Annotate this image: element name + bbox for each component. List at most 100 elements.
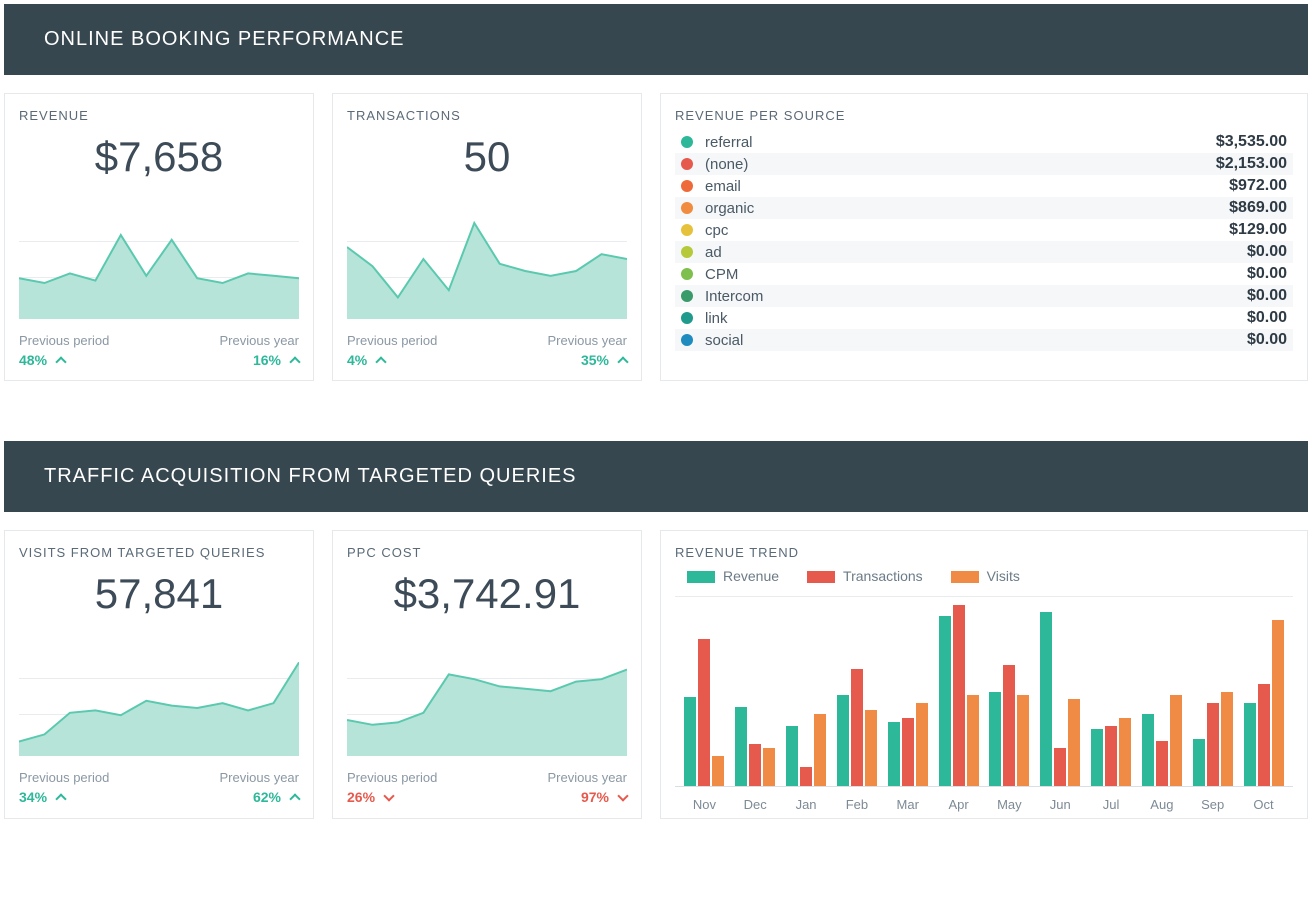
source-label: (none) bbox=[705, 156, 1216, 173]
bar-visits bbox=[1017, 695, 1029, 786]
card-title: REVENUE bbox=[19, 108, 299, 123]
source-label: cpc bbox=[705, 222, 1229, 239]
bar-visits bbox=[1221, 692, 1233, 787]
source-row: referral$3,535.00 bbox=[675, 131, 1293, 153]
source-row: organic$869.00 bbox=[675, 197, 1293, 219]
card-title: REVENUE PER SOURCE bbox=[675, 108, 1293, 123]
revenue-sparkline bbox=[19, 199, 299, 319]
bar-transactions bbox=[749, 744, 761, 786]
source-amount: $972.00 bbox=[1229, 177, 1287, 195]
source-row: social$0.00 bbox=[675, 329, 1293, 351]
source-label: social bbox=[705, 332, 1247, 349]
bar-transactions bbox=[698, 639, 710, 786]
chevron-up-icon bbox=[289, 793, 300, 804]
card-revenue-per-source: REVENUE PER SOURCE referral$3,535.00(non… bbox=[660, 93, 1308, 381]
bar-group bbox=[679, 597, 730, 786]
bar-transactions bbox=[1105, 726, 1117, 786]
source-row: CPM$0.00 bbox=[675, 263, 1293, 285]
card-title: PPC COST bbox=[347, 545, 627, 560]
bar-visits bbox=[967, 695, 979, 786]
card-transactions: TRANSACTIONS 50 Previous period 4% Previ… bbox=[332, 93, 642, 381]
source-amount: $2,153.00 bbox=[1216, 155, 1287, 173]
source-label: organic bbox=[705, 200, 1229, 217]
card-title: VISITS FROM TARGETED QUERIES bbox=[19, 545, 299, 560]
source-label: referral bbox=[705, 134, 1216, 151]
source-label: email bbox=[705, 178, 1229, 195]
bar-group bbox=[1187, 597, 1238, 786]
chevron-up-icon bbox=[376, 356, 387, 367]
bar-transactions bbox=[800, 767, 812, 786]
card-visits: VISITS FROM TARGETED QUERIES 57,841 Prev… bbox=[4, 530, 314, 819]
bar-revenue bbox=[939, 616, 951, 786]
source-dot-icon bbox=[681, 268, 693, 280]
bar-visits bbox=[916, 703, 928, 786]
transactions-value: 50 bbox=[347, 133, 627, 181]
source-amount: $0.00 bbox=[1247, 331, 1287, 349]
x-tick: Apr bbox=[933, 797, 984, 812]
prev-period-label: Previous period bbox=[347, 770, 481, 785]
bar-visits bbox=[1068, 699, 1080, 786]
ppc-value: $3,742.91 bbox=[347, 570, 627, 618]
bar-revenue bbox=[1193, 739, 1205, 786]
card-title: TRANSACTIONS bbox=[347, 108, 627, 123]
bar-transactions bbox=[1258, 684, 1270, 786]
bar-transactions bbox=[1207, 703, 1219, 786]
source-row: ad$0.00 bbox=[675, 241, 1293, 263]
source-amount: $129.00 bbox=[1229, 221, 1287, 239]
x-tick: May bbox=[984, 797, 1035, 812]
x-tick: Sep bbox=[1187, 797, 1238, 812]
prev-year-label: Previous year bbox=[493, 333, 627, 348]
source-dot-icon bbox=[681, 290, 693, 302]
bar-revenue bbox=[1142, 714, 1154, 786]
bar-revenue bbox=[989, 692, 1001, 787]
source-dot-icon bbox=[681, 202, 693, 214]
bar-chart bbox=[675, 596, 1293, 786]
source-amount: $0.00 bbox=[1247, 265, 1287, 283]
prev-year-label: Previous year bbox=[493, 770, 627, 785]
prev-period-value: 48% bbox=[19, 352, 65, 368]
card-title: REVENUE TREND bbox=[675, 545, 1293, 560]
prev-year-value: 35% bbox=[581, 352, 627, 368]
source-dot-icon bbox=[681, 224, 693, 236]
prev-year-label: Previous year bbox=[165, 333, 299, 348]
bar-visits bbox=[1170, 695, 1182, 786]
bar-group bbox=[730, 597, 781, 786]
chevron-up-icon bbox=[289, 356, 300, 367]
source-amount: $0.00 bbox=[1247, 309, 1287, 327]
card-revenue: REVENUE $7,658 Previous period 48% Previ… bbox=[4, 93, 314, 381]
chevron-down-icon bbox=[617, 790, 628, 801]
bar-group bbox=[831, 597, 882, 786]
source-dot-icon bbox=[681, 136, 693, 148]
bar-group bbox=[1035, 597, 1086, 786]
x-axis: NovDecJanFebMarAprMayJunJulAugSepOct bbox=[675, 786, 1293, 812]
transactions-sparkline bbox=[347, 199, 627, 319]
bar-revenue bbox=[888, 722, 900, 786]
bar-transactions bbox=[1054, 748, 1066, 786]
visits-sparkline bbox=[19, 636, 299, 756]
source-row: cpc$129.00 bbox=[675, 219, 1293, 241]
bar-visits bbox=[712, 756, 724, 786]
source-list: referral$3,535.00(none)$2,153.00email$97… bbox=[675, 131, 1293, 351]
bar-revenue bbox=[735, 707, 747, 786]
x-tick: Mar bbox=[882, 797, 933, 812]
chart-legend: RevenueTransactionsVisits bbox=[687, 568, 1293, 584]
chevron-up-icon bbox=[55, 356, 66, 367]
bar-revenue bbox=[837, 695, 849, 786]
bar-revenue bbox=[1091, 729, 1103, 786]
prev-period-value: 26% bbox=[347, 789, 393, 805]
source-row: email$972.00 bbox=[675, 175, 1293, 197]
bar-group bbox=[1136, 597, 1187, 786]
source-amount: $3,535.00 bbox=[1216, 133, 1287, 151]
source-row: link$0.00 bbox=[675, 307, 1293, 329]
prev-period-value: 4% bbox=[347, 352, 385, 368]
bar-visits bbox=[763, 748, 775, 786]
bar-transactions bbox=[851, 669, 863, 786]
legend-swatch-icon bbox=[951, 571, 979, 583]
card-revenue-trend: REVENUE TREND RevenueTransactionsVisits … bbox=[660, 530, 1308, 819]
source-row: (none)$2,153.00 bbox=[675, 153, 1293, 175]
bar-group bbox=[984, 597, 1035, 786]
bar-revenue bbox=[786, 726, 798, 786]
bar-revenue bbox=[1040, 612, 1052, 786]
chevron-up-icon bbox=[617, 356, 628, 367]
chevron-down-icon bbox=[383, 790, 394, 801]
